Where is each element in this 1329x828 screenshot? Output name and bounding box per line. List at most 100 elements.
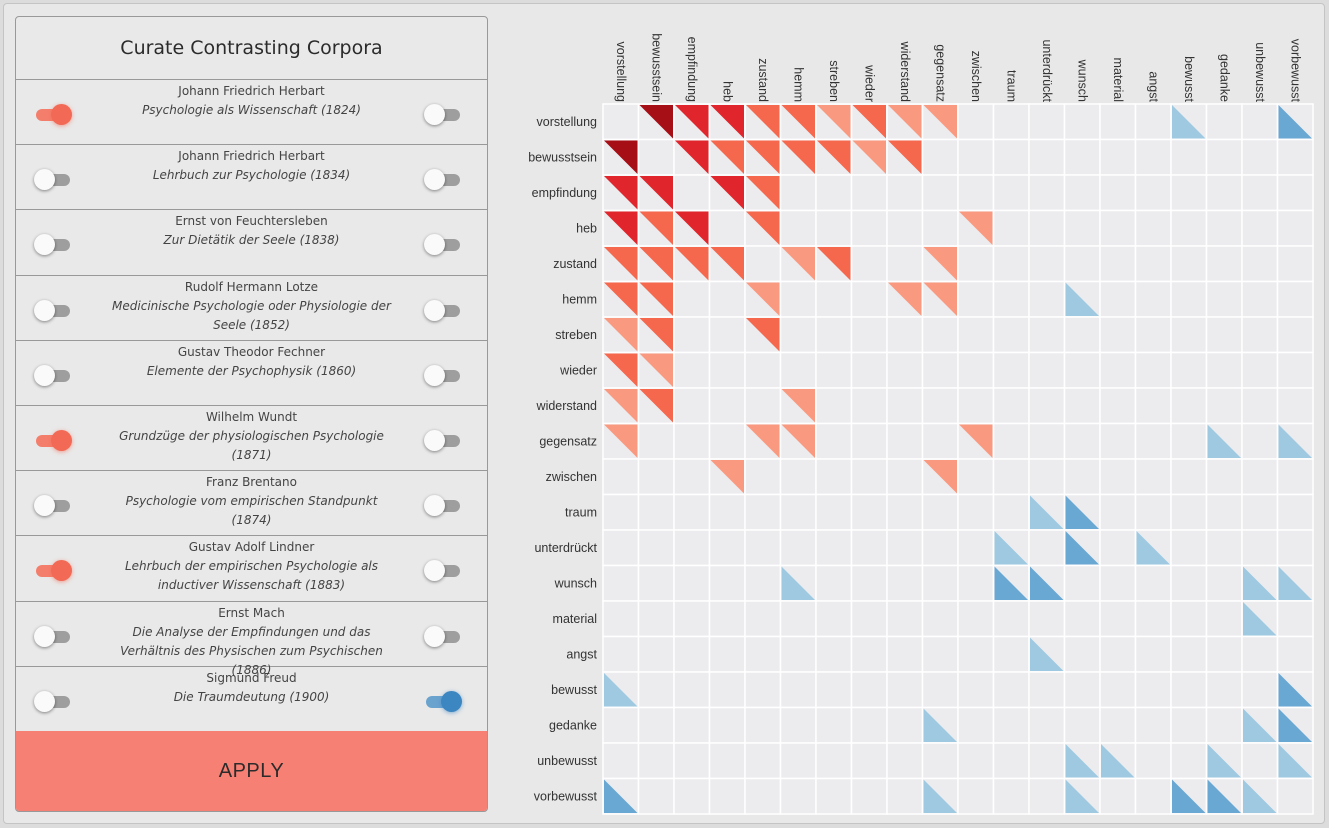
corpus-title: Lehrbuch zur Psychologie (1834) [152,168,351,183]
left-corpus-toggle[interactable] [34,494,72,517]
right-corpus-toggle[interactable] [424,103,462,125]
left-corpus-toggle[interactable] [34,364,72,386]
right-corpus-toggle[interactable] [424,690,462,712]
apply-button[interactable]: APPLY [16,731,487,811]
matrix-cell [637,600,675,638]
matrix-cell [779,209,817,247]
matrix-cell [1063,387,1101,425]
matrix-cell [921,671,959,709]
matrix-cell [1099,387,1137,425]
matrix-cell [1205,635,1243,673]
left-corpus-triangle [923,247,957,281]
right-corpus-toggle[interactable] [424,429,462,451]
right-corpus-toggle[interactable] [424,299,462,321]
left-corpus-triangle [959,211,993,245]
left-corpus-toggle[interactable] [34,103,72,125]
matrix-cell [1205,280,1243,318]
right-corpus-triangle [994,531,1028,565]
left-corpus-triangle [746,176,780,210]
matrix-cell [1134,351,1172,389]
matrix-cell [1241,209,1279,247]
right-corpus-toggle[interactable] [424,233,462,256]
matrix-cell [1241,174,1279,212]
matrix-cell [744,600,782,638]
matrix-cell [744,706,782,744]
corpus-title: Die Analyse der Empfindungen und das Ver… [120,624,383,677]
matrix-cell [921,387,959,425]
matrix-cell [815,387,853,425]
matrix-cell [1241,351,1279,389]
left-corpus-toggle[interactable] [34,690,72,712]
corpus-row: Franz Brentano Psychologie vom empirische… [16,471,487,537]
matrix-cell [921,351,959,389]
matrix-cell [708,280,746,318]
matrix-cell [992,493,1030,531]
right-corpus-triangle [1065,282,1099,316]
left-corpus-triangle [639,353,673,387]
matrix-cell [815,600,853,638]
matrix-cell [1170,742,1208,780]
matrix-cell [673,493,711,531]
matrix-cell [673,777,711,815]
matrix-cell [1028,280,1066,318]
row-label: vorbewusst [534,789,598,803]
right-corpus-triangle [1065,744,1099,778]
matrix-cell [637,138,675,176]
matrix-cell [779,706,817,744]
matrix-cell [1099,671,1137,709]
matrix-cell [602,706,640,744]
right-corpus-toggle[interactable] [424,625,462,647]
matrix-cell [1241,529,1279,567]
left-corpus-toggle[interactable] [34,168,72,191]
matrix-cell [886,174,924,212]
matrix-cell [1205,103,1243,141]
left-corpus-triangle [675,140,709,174]
corpus-text: Gustav Theodor Fechner Elemente der Psych… [111,343,392,381]
left-corpus-toggle[interactable] [34,625,72,647]
corpus-text: Rudolf Hermann Lotze Medicinische Psychol… [111,278,392,335]
matrix-cell [1134,600,1172,638]
matrix-cell [886,777,924,815]
column-label: streben [827,60,841,102]
right-corpus-triangle [1172,779,1206,813]
left-corpus-toggle[interactable] [34,429,72,451]
left-corpus-triangle [639,389,673,423]
left-corpus-triangle [710,247,744,281]
matrix-cell [708,777,746,815]
corpus-row: Wilhelm Wundt Grundzüge der physiologisch… [16,406,487,472]
matrix-cell [921,422,959,460]
left-corpus-toggle[interactable] [34,233,72,256]
right-corpus-toggle[interactable] [424,494,462,517]
matrix-cell [1276,458,1314,496]
matrix-cell [1170,138,1208,176]
matrix-cell [1099,635,1137,673]
matrix-cell [957,174,995,212]
matrix-cell [1205,351,1243,389]
matrix-cell [1099,316,1137,354]
toggle-knob [424,234,445,256]
right-corpus-toggle[interactable] [424,364,462,386]
column-label: heb [721,81,735,102]
matrix-cell [1170,351,1208,389]
left-corpus-triangle [710,140,744,174]
matrix-cell [1170,529,1208,567]
matrix-cell [1205,529,1243,567]
row-label: heb [576,221,597,235]
right-corpus-toggle[interactable] [424,559,462,582]
column-label: widerstand [898,41,912,102]
left-corpus-triangle [923,105,957,139]
left-corpus-triangle [675,247,709,281]
right-corpus-toggle[interactable] [424,168,462,191]
matrix-cell [1099,600,1137,638]
left-corpus-triangle [639,247,673,281]
matrix-cell [1134,209,1172,247]
matrix-cell [1276,387,1314,425]
matrix-cell [850,493,888,531]
corpus-text: Wilhelm Wundt Grundzüge der physiologisch… [111,408,392,465]
left-corpus-toggle[interactable] [34,559,72,582]
matrix-cell [1028,245,1066,283]
right-corpus-triangle [604,779,638,813]
matrix-cell [1241,387,1279,425]
matrix-cell [673,316,711,354]
left-corpus-toggle[interactable] [34,299,72,321]
